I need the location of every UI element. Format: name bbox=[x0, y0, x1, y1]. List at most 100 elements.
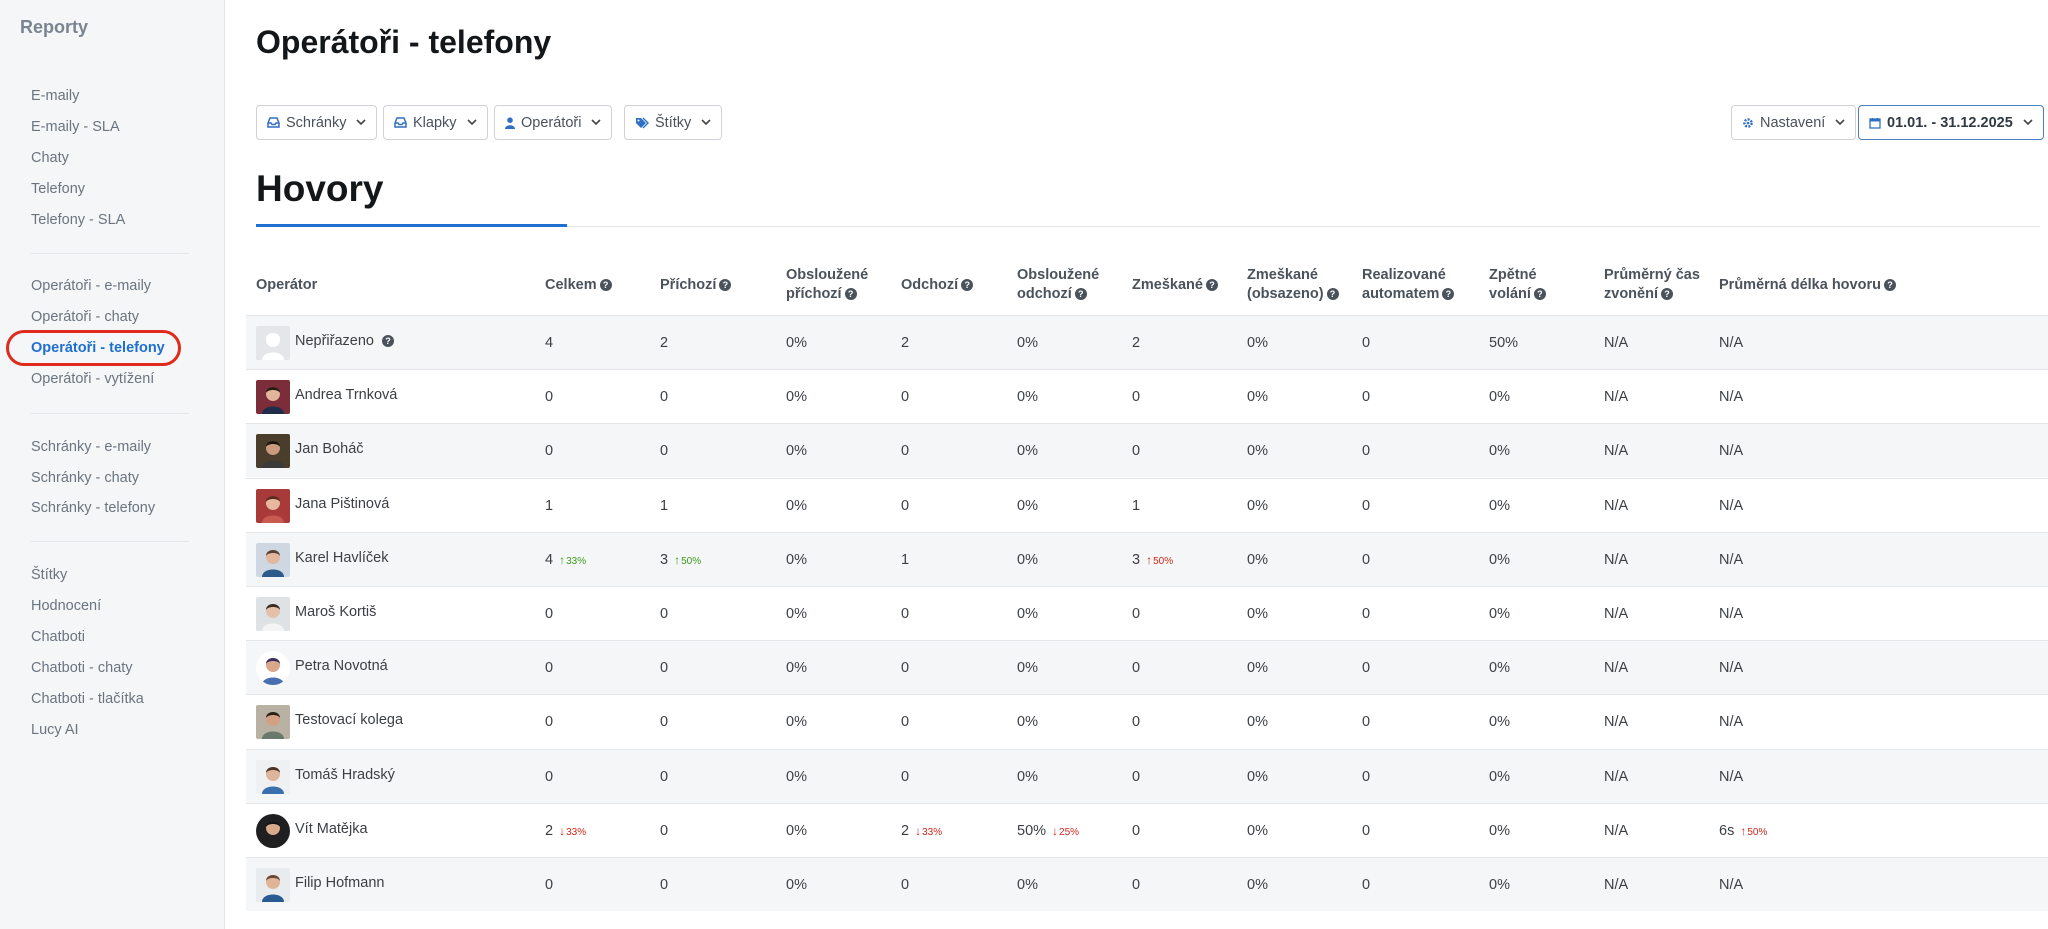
cell-value: N/A bbox=[1719, 335, 1744, 351]
sidebar-item-mailboxes-chats[interactable]: Schránky - chaty bbox=[31, 470, 139, 486]
help-icon[interactable]: ? bbox=[1883, 279, 1896, 292]
sidebar-item-tags[interactable]: Štítky bbox=[31, 567, 68, 583]
help-icon[interactable]: ? bbox=[961, 279, 974, 292]
operator-name[interactable]: Filip Hofmann bbox=[295, 875, 384, 891]
sidebar-item-operators-chats[interactable]: Operátoři - chaty bbox=[31, 309, 139, 325]
table-row[interactable]: Maroš Kortiš 0 0 0% 0 0% 0 0% 0 0% N/A N/A bbox=[246, 586, 2048, 640]
chevron-down-icon bbox=[1835, 119, 1845, 126]
operator-name[interactable]: Testovací kolega bbox=[295, 712, 403, 728]
operators-filter-button[interactable]: Operátoři bbox=[494, 105, 613, 140]
help-icon[interactable]: ? bbox=[1660, 288, 1673, 301]
cell-outgoing: 0 bbox=[901, 877, 909, 893]
chevron-down-icon bbox=[466, 119, 477, 126]
cell-total: 0 bbox=[545, 714, 553, 730]
section-title: Hovory bbox=[256, 168, 384, 209]
table-row[interactable]: Testovací kolega 0 0 0% 0 0% 0 0% 0 0% N/A N/A bbox=[246, 694, 2048, 748]
extensions-filter-button[interactable]: Klapky bbox=[383, 105, 488, 140]
cell-value: 0% bbox=[786, 497, 807, 514]
page-title: Operátoři - telefony bbox=[256, 24, 552, 60]
operator-name[interactable]: Vít Matějka bbox=[295, 821, 368, 837]
sidebar-item-operators-load[interactable]: Operátoři - vytížení bbox=[31, 371, 155, 387]
table-row[interactable]: Petra Novotná 0 0 0% 0 0% 0 0% 0 0% N/A N/A bbox=[246, 640, 2048, 695]
mailboxes-filter-button[interactable]: Schránky bbox=[256, 105, 378, 140]
help-icon[interactable]: ? bbox=[1533, 288, 1546, 301]
sidebar-item-lucy-ai[interactable]: Lucy AI bbox=[31, 722, 79, 738]
operator-name[interactable]: Tomáš Hradský bbox=[295, 767, 395, 783]
operator-name[interactable]: Petra Novotná bbox=[295, 658, 388, 674]
cell-value: N/A bbox=[1719, 877, 1744, 893]
section-divider bbox=[256, 226, 2040, 227]
sidebar-item-ratings[interactable]: Hodnocení bbox=[31, 598, 102, 614]
cell-value: 1 bbox=[545, 497, 554, 514]
help-icon[interactable]: ? bbox=[599, 279, 612, 292]
sidebar-item-phones[interactable]: Telefony bbox=[31, 181, 86, 197]
cell-missed-busy: 0% bbox=[1247, 443, 1268, 459]
table-row[interactable]: Nepřiřazeno? 4 2 0% 2 0% 2 0% 0 50% N/A N/A bbox=[246, 315, 2048, 369]
help-icon[interactable]: ? bbox=[719, 279, 732, 292]
cell-callback: 0% bbox=[1489, 660, 1510, 676]
table-row[interactable]: Karel Havlíček 4 ↑33% 3 ↑50% 0% 1 0% 3 ↑50% 0% 0 0% N… bbox=[246, 531, 2048, 586]
cell-value: 0 bbox=[1132, 443, 1141, 460]
sidebar-item-mailboxes-phones[interactable]: Schránky - telefony bbox=[31, 500, 156, 516]
chevron-down-icon bbox=[701, 119, 711, 126]
cell-automated: 0 bbox=[1362, 335, 1370, 351]
cell-avg-call-length: N/A bbox=[1719, 389, 1743, 405]
cell-callback: 0% bbox=[1489, 389, 1510, 405]
cell-value: 0 bbox=[1132, 606, 1141, 622]
help-icon[interactable]: ? bbox=[1442, 288, 1455, 301]
cell-value: 0% bbox=[1017, 335, 1038, 351]
operator-name[interactable]: Andrea Trnková bbox=[295, 387, 397, 403]
header-col-callback: Zpětné volání? bbox=[1489, 266, 1546, 304]
settings-button[interactable]: Nastavení bbox=[1731, 105, 1857, 140]
header-col-total: Celkem? bbox=[545, 276, 612, 295]
sidebar-item-operators-emails[interactable]: Operátoři - e-maily bbox=[31, 278, 152, 294]
cell-value: N/A bbox=[1719, 389, 1744, 406]
sidebar-item-chatbots-buttons[interactable]: Chatboti - tlačítka bbox=[31, 691, 144, 707]
help-icon[interactable]: ? bbox=[1326, 288, 1339, 301]
cell-value: 0 bbox=[545, 877, 554, 893]
help-icon[interactable]: ? bbox=[844, 288, 857, 301]
cell-outgoing: 2 ↓33% bbox=[901, 823, 942, 839]
header-col-outgoing: Odchozí? bbox=[901, 276, 974, 295]
sidebar-item-emails[interactable]: E-maily bbox=[31, 88, 80, 104]
sidebar-item-emails-sla[interactable]: E-maily - SLA bbox=[31, 119, 120, 135]
sidebar-item-phones-sla[interactable]: Telefony - SLA bbox=[31, 212, 126, 228]
date-range-picker[interactable]: 01.01. - 31.12.2025 bbox=[1858, 105, 2044, 140]
table-row[interactable]: Filip Hofmann 0 0 0% 0 0% 0 0% 0 0% N/A N/A bbox=[246, 857, 2048, 911]
cell-value: 0% bbox=[1489, 768, 1510, 785]
header-col-incoming: Příchozí? bbox=[660, 276, 732, 295]
cell-value: N/A bbox=[1604, 768, 1629, 785]
operator-name[interactable]: Maroš Kortiš bbox=[295, 604, 376, 620]
cell-served-incoming: 0% bbox=[786, 443, 807, 459]
help-icon[interactable]: ? bbox=[1074, 288, 1087, 301]
sidebar-item-mailboxes-emails[interactable]: Schránky - e-maily bbox=[31, 439, 152, 455]
table-row[interactable]: Andrea Trnková 0 0 0% 0 0% 0 0% 0 0% N/A N/A bbox=[246, 369, 2048, 423]
table-row[interactable]: Tomáš Hradský 0 0 0% 0 0% 0 0% 0 0% N/A N/A bbox=[246, 748, 2048, 803]
sidebar-item-chats[interactable]: Chaty bbox=[31, 150, 69, 166]
avatar bbox=[256, 434, 290, 469]
operator-name[interactable]: Karel Havlíček bbox=[295, 550, 388, 566]
operator-name-text: Karel Havlíček bbox=[295, 549, 389, 566]
table-row[interactable]: Vít Matějka 2 ↓33% 0 0% 2 ↓33% 50% ↓25% 0 0% 0 0% N/A… bbox=[246, 802, 2048, 857]
tags-filter-button[interactable]: Štítky bbox=[624, 105, 723, 140]
arrow-down-icon: ↓ bbox=[1052, 823, 1059, 838]
sidebar-item-operators-phones[interactable]: Operátoři - telefony bbox=[31, 340, 165, 356]
arrow-up-icon: ↑ bbox=[559, 552, 566, 567]
cell-value: 0% bbox=[1489, 714, 1510, 731]
cell-value: 0 bbox=[901, 443, 910, 460]
table-row[interactable]: Jan Boháč 0 0 0% 0 0% 0 0% 0 0% N/A N/A bbox=[246, 423, 2048, 478]
inbox-icon bbox=[394, 117, 407, 128]
sidebar-item-chatbots-chats[interactable]: Chatboti - chaty bbox=[31, 660, 133, 676]
operator-name[interactable]: Jana Pištinová bbox=[295, 496, 389, 512]
cell-value: 0% bbox=[1489, 443, 1510, 460]
sidebar-item-chatbots[interactable]: Chatboti bbox=[31, 629, 86, 645]
cell-value: 0 bbox=[1362, 551, 1371, 568]
help-icon[interactable]: ? bbox=[382, 335, 394, 348]
operator-name[interactable]: Jan Boháč bbox=[295, 441, 364, 457]
help-icon[interactable]: ? bbox=[1205, 279, 1218, 292]
operator-name[interactable]: Nepřiřazeno? bbox=[295, 333, 394, 349]
cell-value: 0 bbox=[1362, 606, 1371, 622]
table-row[interactable]: Jana Pištinová 1 1 0% 0 0% 1 0% 0 0% N/A N/A bbox=[246, 477, 2048, 532]
cell-avg-ring-time: N/A bbox=[1604, 389, 1628, 405]
header-label: Odchozí bbox=[901, 277, 959, 293]
